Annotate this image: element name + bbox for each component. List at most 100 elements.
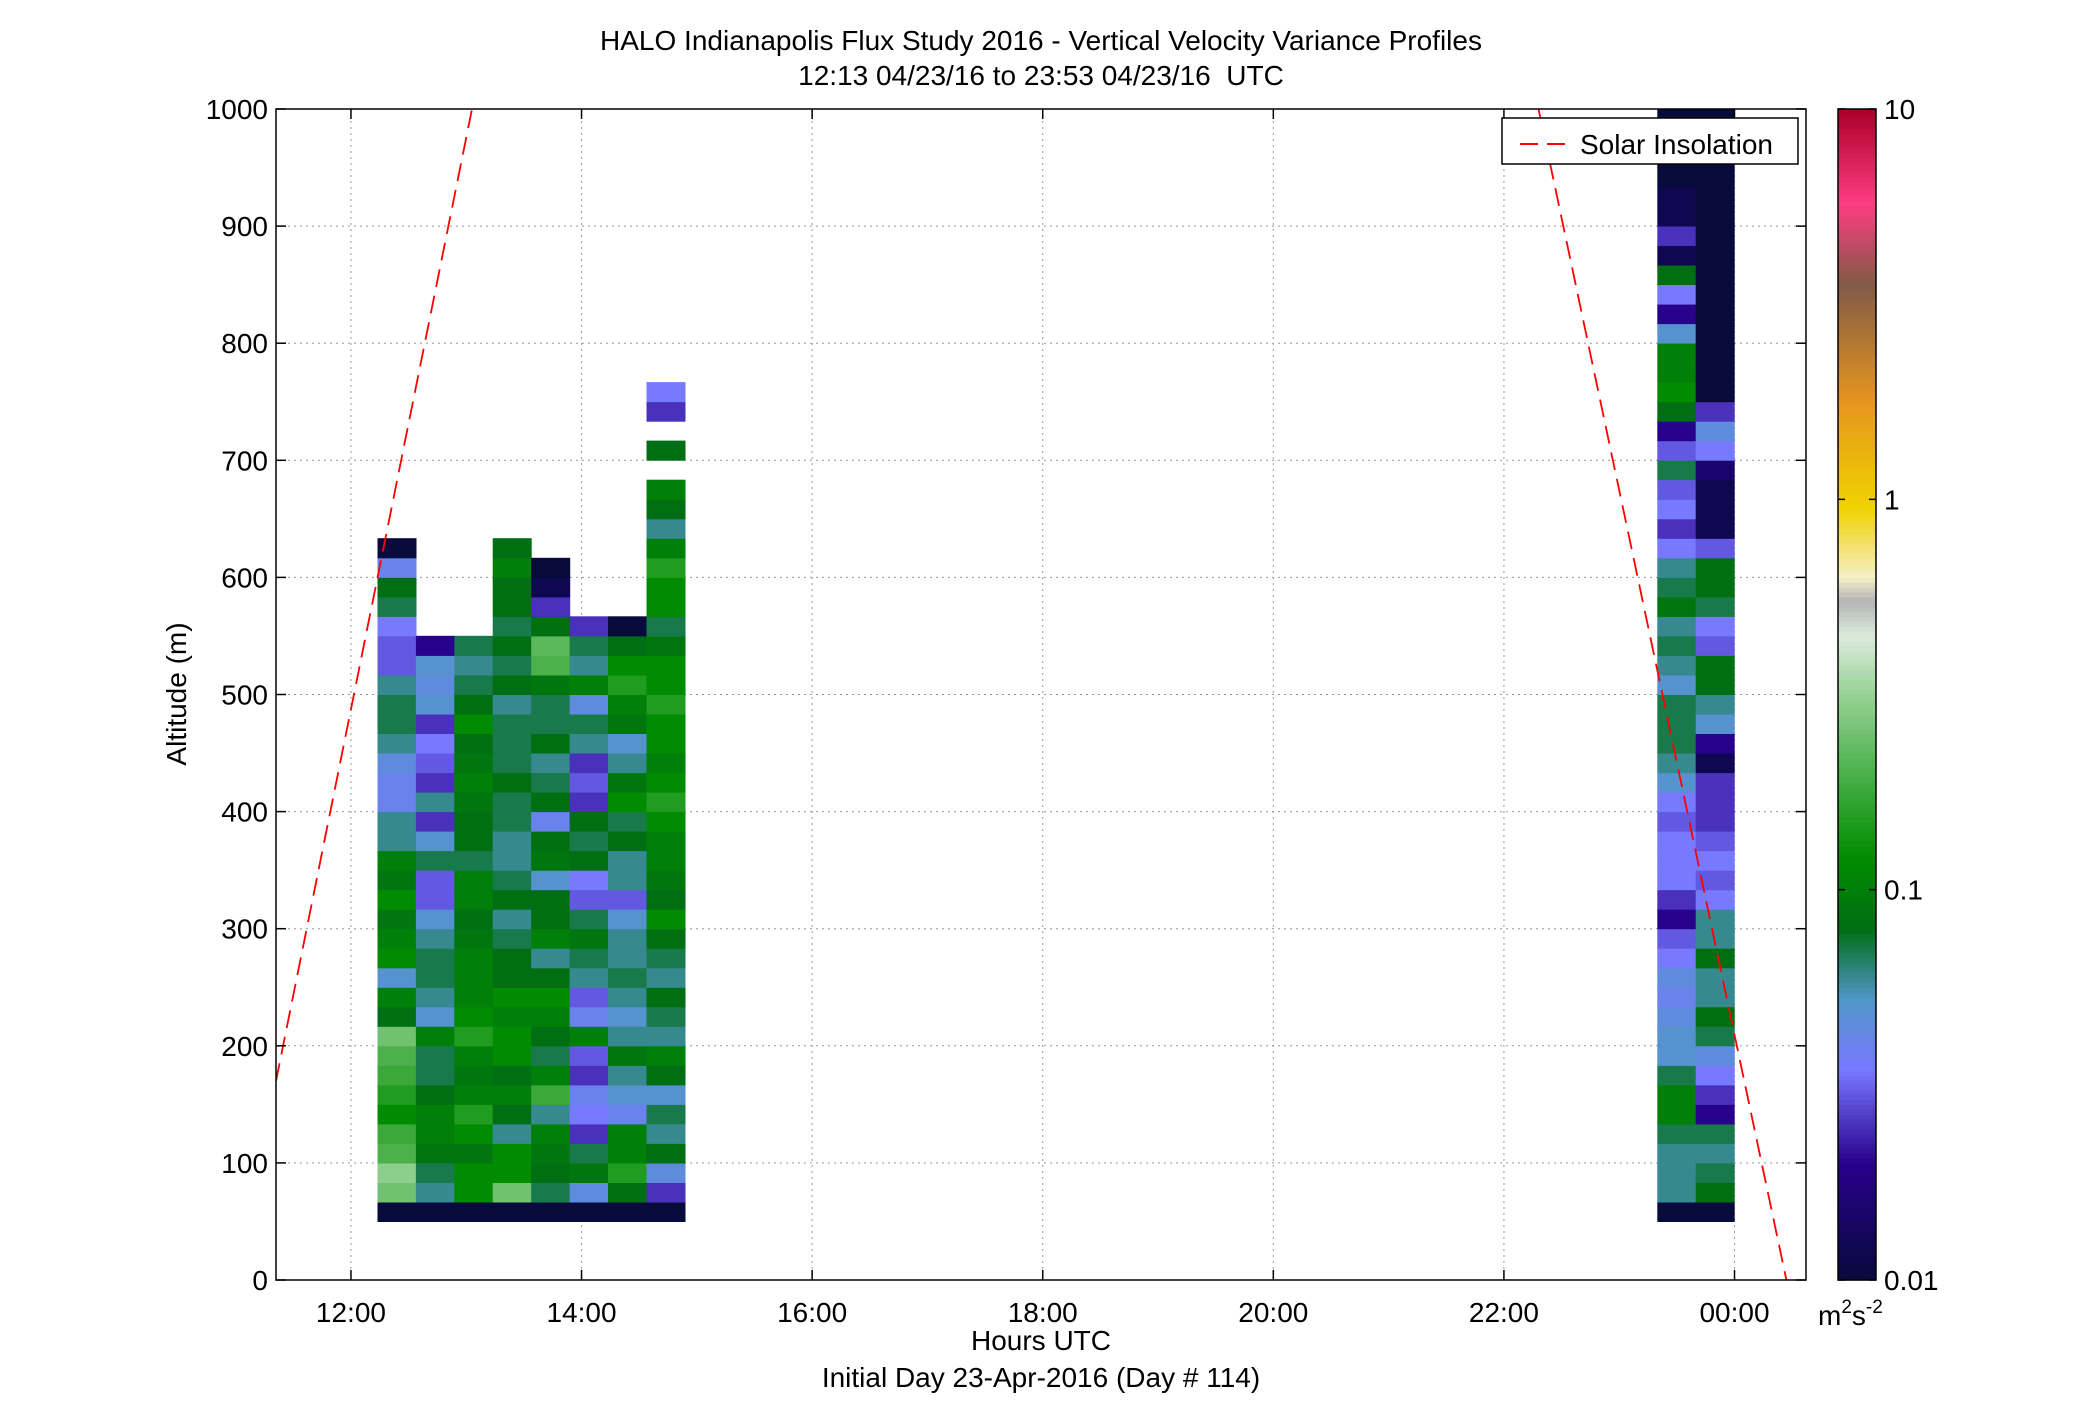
variance-cell xyxy=(377,1182,417,1203)
colorbar-strip xyxy=(1838,357,1876,364)
colorbar-strip xyxy=(1838,1011,1876,1018)
variance-cell xyxy=(1657,70,1696,90)
variance-cell xyxy=(377,811,417,832)
variance-cell xyxy=(1657,538,1697,559)
variance-cell xyxy=(415,850,455,871)
variance-cell xyxy=(377,1045,417,1066)
variance-cell xyxy=(492,1045,532,1066)
variance-cell xyxy=(1695,889,1735,910)
colorbar-strip xyxy=(1838,128,1876,134)
colorbar-strip xyxy=(1838,699,1876,705)
colorbar-strip xyxy=(1838,582,1876,588)
variance-cell xyxy=(608,674,647,695)
variance-cell xyxy=(492,1006,532,1027)
colorbar-strip xyxy=(1838,318,1876,325)
variance-cell xyxy=(377,792,417,813)
variance-cell xyxy=(415,870,455,891)
colorbar-strip xyxy=(1838,396,1876,403)
variance-cell xyxy=(1657,674,1697,695)
variance-cell xyxy=(646,1123,686,1144)
variance-cell xyxy=(377,635,417,656)
variance-cell xyxy=(492,1104,532,1125)
variance-cell xyxy=(1657,264,1697,285)
variance-cell xyxy=(531,557,571,578)
variance-cell xyxy=(415,1104,455,1125)
variance-cell xyxy=(569,1045,609,1066)
solar-insolation-line xyxy=(276,109,473,1082)
colorbar-strip xyxy=(1838,279,1876,286)
variance-cell xyxy=(1657,362,1697,383)
variance-cell xyxy=(646,538,686,559)
colorbar-strip xyxy=(1838,714,1876,720)
variance-cell xyxy=(646,1182,686,1203)
y-tick-label: 200 xyxy=(221,1031,268,1062)
variance-cell xyxy=(569,694,609,715)
variance-cell xyxy=(646,713,686,734)
variance-cell xyxy=(646,889,686,910)
colorbar-strip xyxy=(1838,245,1876,252)
colorbar-strip xyxy=(1838,884,1876,891)
variance-cell xyxy=(1695,733,1735,754)
variance-cell xyxy=(1657,850,1697,871)
solar-insolation-line xyxy=(1537,109,1788,1280)
variance-cell xyxy=(646,1084,686,1105)
colorbar-strip xyxy=(1838,684,1876,691)
colorbar-frame xyxy=(1837,108,1877,1281)
variance-cell xyxy=(646,499,686,520)
y-tick-label: 700 xyxy=(221,445,268,476)
variance-cell xyxy=(1657,499,1697,520)
variance-cell xyxy=(1696,70,1735,90)
colorbar-strip xyxy=(1838,191,1876,198)
colorbar-strip xyxy=(1838,196,1876,203)
colorbar-strip xyxy=(1838,806,1876,813)
colorbar-strip xyxy=(1838,967,1876,974)
colorbar-strip xyxy=(1838,1260,1876,1266)
colorbar-strip xyxy=(1838,811,1876,818)
colorbar-strip xyxy=(1838,1167,1876,1174)
variance-cell xyxy=(1695,831,1735,852)
variance-cell xyxy=(1695,635,1735,656)
colorbar-strip xyxy=(1838,601,1876,608)
colorbar-strip xyxy=(1838,270,1876,276)
variance-cell xyxy=(608,1104,647,1125)
variance-cell xyxy=(415,1201,455,1222)
variance-cell xyxy=(646,1162,686,1183)
variance-cell xyxy=(608,831,647,852)
colorbar-strip xyxy=(1838,123,1876,130)
variance-cell xyxy=(377,674,417,695)
colorbar-strip xyxy=(1838,343,1876,349)
variance-cell xyxy=(377,909,417,930)
colorbar-strip xyxy=(1838,333,1876,339)
colorbar-strip xyxy=(1838,577,1876,583)
colorbar-strip xyxy=(1838,836,1876,842)
variance-cell xyxy=(531,1045,571,1066)
colorbar-strip xyxy=(1838,660,1876,666)
variance-cell xyxy=(377,1123,417,1144)
variance-cell xyxy=(646,967,686,988)
colorbar-strip xyxy=(1838,255,1876,261)
variance-cell xyxy=(454,1104,494,1125)
variance-cell xyxy=(569,1084,609,1105)
colorbar-strip xyxy=(1838,182,1876,188)
colorbar-strip xyxy=(1838,674,1876,681)
colorbar-strip xyxy=(1838,489,1876,496)
colorbar-strip xyxy=(1838,894,1876,901)
variance-cell xyxy=(377,1026,417,1047)
variance-cell xyxy=(1696,11,1735,31)
colorbar-strip xyxy=(1838,757,1876,764)
colorbar-strip xyxy=(1838,606,1876,613)
y-tick-label: 500 xyxy=(221,680,268,711)
variance-cell xyxy=(531,928,571,949)
variance-cell xyxy=(415,1006,455,1027)
variance-cell xyxy=(569,674,609,695)
variance-cell xyxy=(531,733,571,754)
colorbar-strip xyxy=(1838,972,1876,979)
variance-cell xyxy=(492,987,532,1008)
colorbar-strip xyxy=(1838,1245,1876,1252)
colorbar-strip xyxy=(1838,889,1876,896)
variance-cell xyxy=(1695,753,1735,774)
variance-cell xyxy=(454,948,494,969)
colorbar-strip xyxy=(1838,177,1876,183)
variance-cell xyxy=(377,870,417,891)
colorbar-strip xyxy=(1838,187,1876,193)
